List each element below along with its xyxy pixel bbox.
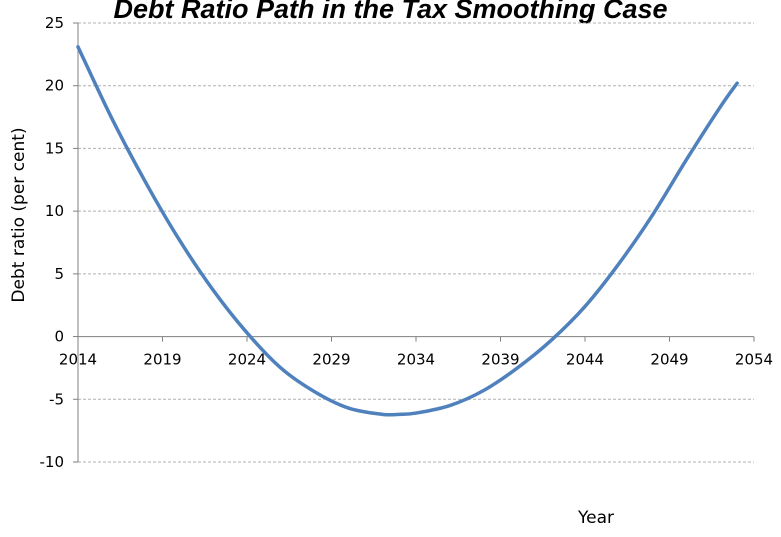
x-tick-label: 2029 (312, 351, 350, 369)
y-tick-label: 15 (45, 139, 64, 157)
y-tick-label: 0 (54, 328, 64, 346)
x-tick-label: 2024 (228, 351, 266, 369)
series-line-0 (76, 45, 739, 417)
x-tick-label: 2044 (566, 351, 604, 369)
y-tick-label: 20 (45, 77, 64, 95)
x-tick-label: 2039 (481, 351, 519, 369)
y-tick-label: -5 (49, 390, 64, 408)
y-tick-label: 5 (54, 265, 64, 283)
x-tick-label: 2049 (650, 351, 688, 369)
y-tick-label: 10 (45, 202, 64, 220)
y-tick-label: -10 (40, 453, 65, 471)
x-axis-label: Year (578, 508, 614, 528)
x-tick-label: 2019 (143, 351, 181, 369)
chart-title: Debt Ratio Path in the Tax Smoothing Cas… (113, 0, 668, 24)
x-tick-label: 2014 (59, 351, 97, 369)
x-tick-label: 2034 (397, 351, 435, 369)
x-tick-label: 2054 (735, 351, 773, 369)
y-tick-label: 25 (45, 14, 64, 32)
